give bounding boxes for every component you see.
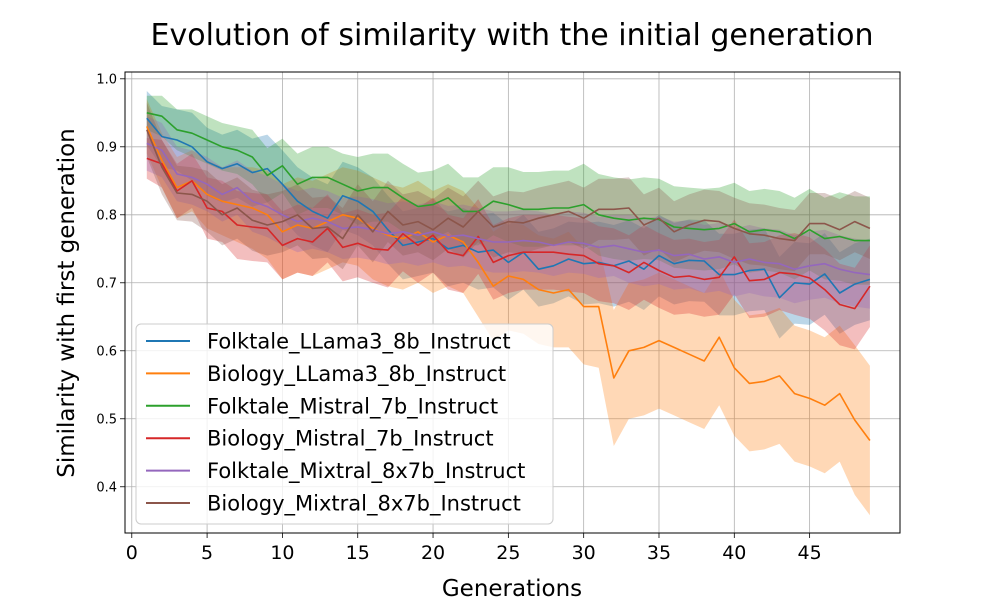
legend-item: Biology_Mistral_7b_Instruct: [146, 427, 494, 452]
x-tick-label: 35: [647, 542, 671, 564]
x-axis-label: Generations: [442, 576, 582, 600]
series-line-4: [146, 157, 871, 310]
y-tick-label: 0.5: [96, 412, 117, 427]
legend-item: Biology_LLama3_8b_Instruct: [146, 362, 506, 387]
x-tick-label: 20: [421, 542, 445, 564]
legend-item: Folktale_LLama3_8b_Instruct: [146, 330, 511, 355]
confidence-band-4: [146, 138, 870, 350]
legend-label: Folktale_LLama3_8b_Instruct: [207, 330, 511, 355]
legend-items: Folktale_LLama3_8b_Instruct Biology_LLama…: [146, 330, 525, 517]
legend-label: Folktale_Mistral_7b_Instruct: [207, 394, 498, 419]
confidence-band-3: [146, 95, 870, 285]
confidence-band-2: [146, 99, 870, 516]
x-tick-label: 40: [722, 542, 746, 564]
y-tick-label: 0.7: [96, 276, 117, 291]
series-line-6: [146, 129, 871, 242]
legend-item: Folktale_Mistral_7b_Instruct: [146, 394, 498, 419]
legend-label: Biology_Mistral_7b_Instruct: [207, 427, 494, 452]
x-tick-label: 15: [346, 542, 370, 564]
chart-title: Evolution of similarity with the initial…: [151, 18, 874, 53]
y-tick-label: 1.0: [96, 72, 117, 87]
y-tick-label: 0.6: [96, 344, 117, 359]
y-tick-label: 0.9: [96, 140, 117, 155]
line-layer: [146, 112, 871, 441]
series-line-1: [146, 117, 871, 299]
y-axis-label: Similarity with first generation: [54, 128, 80, 478]
x-tick-label: 0: [126, 542, 138, 564]
legend-label: Folktale_Mixtral_8x7b_Instruct: [207, 459, 525, 484]
y-tick-label: 0.8: [96, 208, 117, 223]
y-tick-label: 0.4: [96, 480, 117, 495]
legend: Folktale_LLama3_8b_Instruct Biology_LLama…: [135, 323, 554, 525]
series-line-3: [146, 112, 870, 242]
x-tick-label: 30: [572, 542, 596, 564]
plot-frame: [124, 71, 901, 534]
x-tick-label: 10: [270, 542, 294, 564]
plot-area: [124, 71, 901, 534]
x-axis-ticks: 0 5 10 15 20 25 30 35 40 45: [126, 533, 822, 564]
x-tick-label: 25: [496, 542, 520, 564]
legend-item: Biology_Mixtral_8x7b_Instruct: [146, 492, 521, 517]
legend-box: [135, 323, 554, 525]
legend-label: Biology_Mixtral_8x7b_Instruct: [207, 492, 521, 517]
y-axis-ticks: 0.4 0.5 0.6 0.7 0.8 0.9 1.0: [96, 72, 125, 495]
x-tick-label: 5: [201, 542, 213, 564]
legend-item: Folktale_Mixtral_8x7b_Instruct: [146, 459, 525, 484]
series-line-2: [146, 126, 871, 441]
x-tick-label: 45: [798, 542, 822, 564]
legend-label: Biology_LLama3_8b_Instruct: [207, 362, 506, 387]
series-line-5: [146, 142, 871, 276]
